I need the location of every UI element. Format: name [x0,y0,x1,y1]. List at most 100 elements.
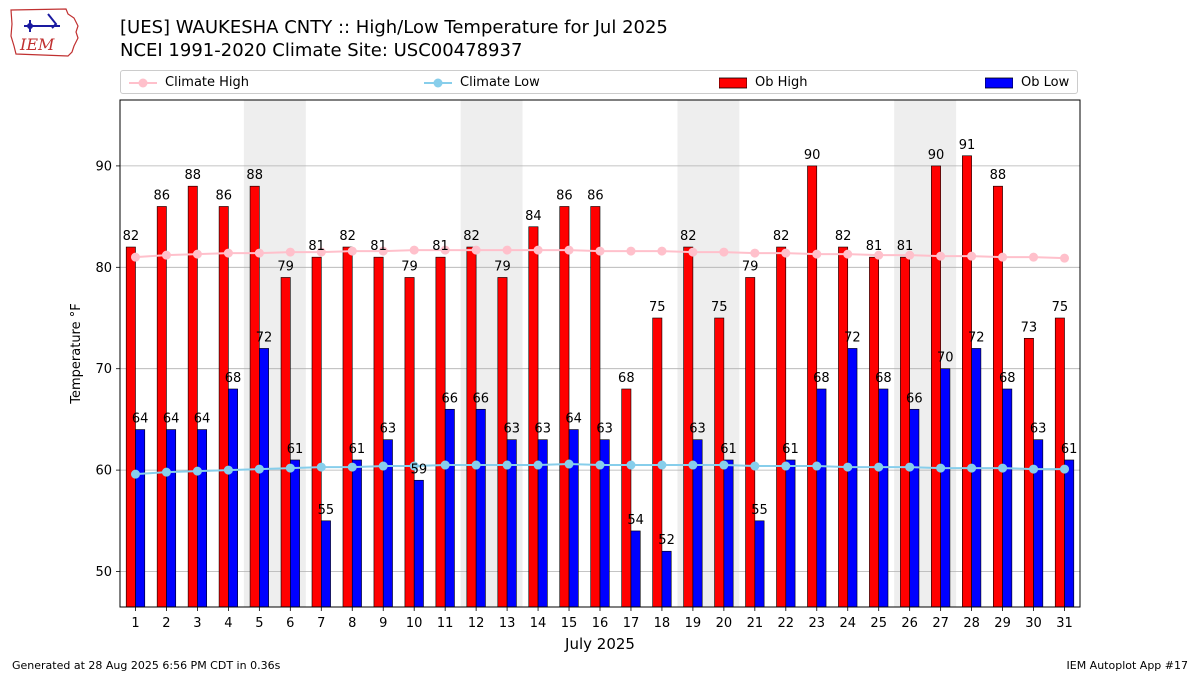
x-tick-label: 17 [623,616,640,631]
ob-low-data-label: 72 [968,330,985,345]
ob-low-bar [444,408,455,608]
climate-high-point [316,247,326,257]
ob-high-bar [776,246,787,608]
ob-low-data-label: 61 [349,442,366,457]
x-tick-label: 11 [437,616,454,631]
footer-app: IEM Autoplot App #17 [1066,659,1189,672]
ob-low-data-label: 68 [813,371,830,386]
x-tick-label: 30 [1025,616,1042,631]
ob-high-bar [931,165,941,608]
x-tick-label: 24 [839,616,856,631]
ob-high-data-label: 82 [123,229,140,244]
ob-low-bar [940,368,951,608]
ob-high-bar [311,256,322,608]
ob-high-data-label: 90 [928,148,945,163]
climate-high-point [1060,253,1070,263]
ob-high-bar [187,185,198,608]
chart-legend: Climate High Climate Low Ob High Ob Low [120,70,1078,94]
ob-low-data-label: 54 [627,513,644,528]
ob-high-data-label: 88 [185,168,202,183]
ob-high-data-label: 86 [587,188,604,203]
ob-low-data-label: 63 [1030,422,1047,437]
ob-high-bar [156,206,167,608]
x-tick-label: 31 [1056,616,1073,631]
ob-low-bar [568,429,579,608]
ob-high-data-label: 81 [308,239,325,254]
climate-low-point [781,461,791,471]
climate-low-point [750,461,760,471]
ob-high-bar [590,206,601,608]
x-tick-label: 29 [994,616,1011,631]
footer-generated: Generated at 28 Aug 2025 6:56 PM CDT in … [12,659,281,672]
climate-low-point [967,463,977,473]
x-tick-label: 7 [317,616,325,631]
climate-high-point [254,248,264,258]
ob-high-data-label: 75 [1052,300,1069,315]
legend-item-climate-low: Climate Low [424,74,540,92]
climate-high-point [812,249,822,259]
ob-high-data-label: 75 [711,300,728,315]
ob-high-data-label: 86 [556,188,573,203]
ob-high-data-label: 75 [649,300,666,315]
ob-high-bar [404,277,415,608]
iem-logo-text: IEM [19,35,55,54]
legend-swatch-climate-high [129,78,157,87]
ob-high-data-label: 91 [959,138,976,153]
climate-high-point [781,248,791,258]
climate-low-point [471,460,481,470]
x-tick-label: 19 [685,616,702,631]
climate-high-point [874,250,884,260]
legend-item-ob-high: Ob High [719,74,808,92]
legend-swatch-ob-high [719,77,747,88]
climate-high-point [223,248,233,258]
x-tick-label: 20 [716,616,733,631]
climate-high-point [533,245,543,255]
climate-high-point [378,246,388,256]
ob-low-bar [290,459,300,608]
ob-low-bar [413,479,424,608]
ob-high-bar [435,256,446,608]
climate-low-point [998,463,1008,473]
legend-swatch-ob-low [985,77,1013,88]
climate-high-point [998,252,1008,262]
ob-high-data-label: 79 [742,259,759,274]
ob-high-bar [1054,317,1065,608]
ob-high-data-label: 82 [773,229,790,244]
ob-high-data-label: 86 [215,188,232,203]
ob-low-data-label: 70 [937,351,954,366]
ob-low-data-label: 61 [287,442,304,457]
ob-high-data-label: 81 [897,239,914,254]
climate-high-point [502,245,512,255]
ob-low-data-label: 64 [194,412,211,427]
climate-low-point [626,460,636,470]
x-tick-label: 1 [131,616,139,631]
x-tick-label: 10 [406,616,423,631]
ob-low-bar [320,520,331,608]
climate-high-point [843,249,853,259]
ob-low-data-label: 63 [689,422,706,437]
ob-high-data-label: 82 [339,229,356,244]
x-tick-label: 23 [809,616,826,631]
climate-low-point [657,460,667,470]
climate-high-point [130,252,140,262]
ob-high-bar [466,246,477,608]
ob-high-data-label: 84 [525,209,542,224]
ob-high-data-label: 81 [370,239,387,254]
ob-low-bar [723,459,734,608]
climate-low-point [161,467,171,477]
climate-low-point [1029,464,1039,474]
y-tick-label: 80 [95,261,112,276]
y-tick-label: 50 [95,565,112,580]
ob-low-data-label: 68 [225,371,242,386]
ob-low-data-label: 68 [875,371,892,386]
ob-high-data-label: 81 [432,239,449,254]
ob-low-data-label: 63 [380,422,397,437]
ob-high-data-label: 68 [618,371,635,386]
ob-high-data-label: 82 [835,229,852,244]
ob-low-data-label: 64 [565,412,582,427]
x-tick-label: 14 [530,616,547,631]
ob-high-bar [559,206,570,608]
climate-low-point [595,460,605,470]
iowa-outline-icon [10,8,79,57]
x-tick-label: 3 [193,616,201,631]
